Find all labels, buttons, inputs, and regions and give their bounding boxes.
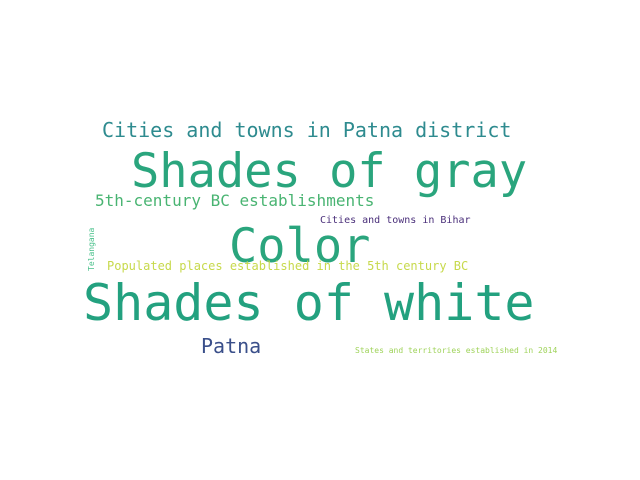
word-patna: Patna (201, 334, 262, 358)
word-cities-and-towns-in-bihar: Cities and towns in Bihar (320, 215, 471, 226)
word-populated-places-established-in-the-5th-century-bc: Populated places established in the 5th … (107, 259, 469, 273)
word-5th-century-bc-establishments: 5th-century BC establishments (95, 191, 375, 210)
word-cities-and-towns-in-patna-district: Cities and towns in Patna district (102, 118, 512, 142)
word-color: Color (229, 219, 371, 274)
word-shades-of-gray: Shades of gray (131, 144, 528, 199)
word-states-and-territories-established-in-2014: States and territories established in 20… (355, 346, 558, 355)
word-shades-of-white: Shades of white (83, 274, 535, 332)
word-telangana: Telangana (87, 227, 96, 271)
